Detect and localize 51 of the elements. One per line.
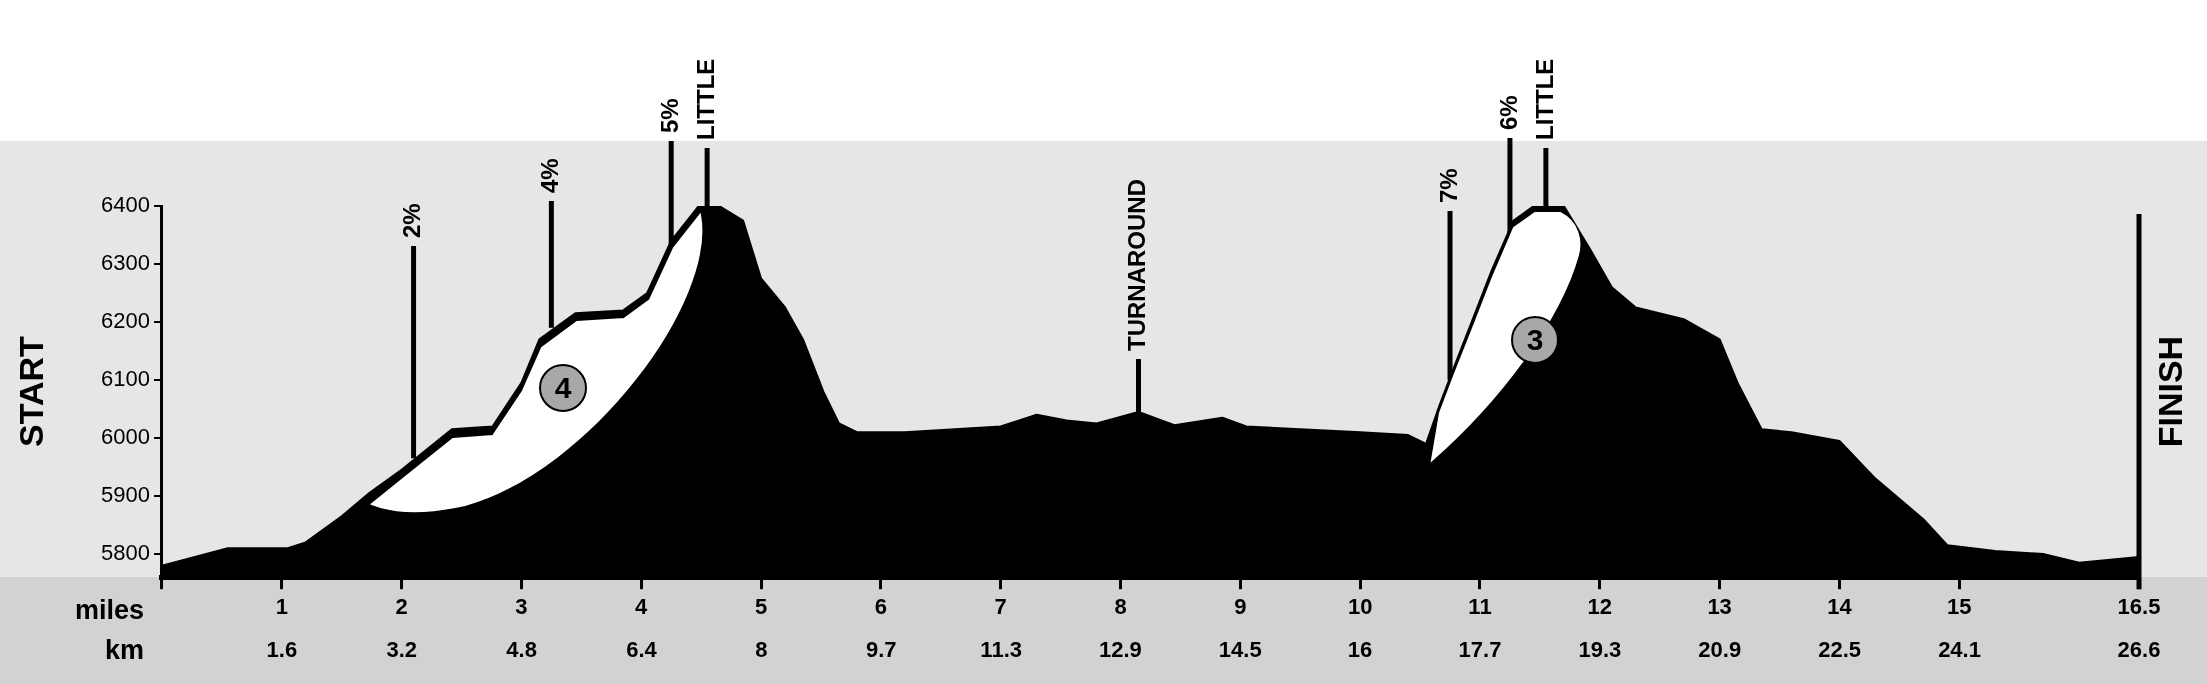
x2-tick-label: 8: [755, 636, 768, 662]
annotation: 4%: [535, 158, 563, 193]
x2-tick-label: 3.2: [386, 636, 418, 662]
annotation: 5%: [655, 98, 683, 133]
x2-tick-label: 17.7: [1458, 636, 1502, 662]
y-tick-label: 6300: [100, 250, 150, 276]
x-tick-label: 14: [1827, 594, 1853, 620]
x2-tick-label: 11.3: [980, 636, 1022, 662]
y-tick-label: 5800: [100, 540, 150, 566]
ref-line-label: FINISH: [2151, 335, 2190, 448]
x-tick-label: 16.5: [2117, 594, 2161, 620]
x-tick-label: 15: [1947, 594, 1972, 620]
x-tick-label: 13: [1707, 594, 1732, 620]
x2-tick-label: 19.3: [1578, 636, 1622, 662]
x2-tick-label: 26.6: [2117, 636, 2161, 662]
annotation: 7%: [1434, 168, 1462, 203]
x-tick-label: 9: [1234, 594, 1247, 620]
y-tick-label: 5900: [100, 482, 150, 508]
x-tick-label: 7: [994, 594, 1007, 620]
x2-tick-label: 14.5: [1218, 636, 1262, 662]
x-axis-title: miles: [74, 594, 144, 625]
x2-tick-label: 1.6: [266, 636, 298, 662]
x2-tick-label: 20.9: [1698, 636, 1742, 662]
x2-tick-label: 6.4: [626, 636, 658, 662]
text: START: [12, 335, 51, 448]
x-tick-label: 6: [874, 594, 887, 620]
x2-tick-label: 9.7: [865, 636, 897, 662]
x2-tick-label: 22.5: [1818, 636, 1862, 662]
x-tick-label: 3: [515, 594, 528, 620]
x-tick-label: 1: [275, 594, 288, 620]
y-tick-label: 6200: [100, 308, 150, 334]
x2-axis-title: km: [104, 635, 144, 666]
y-tick-label: 6000: [100, 424, 150, 450]
x2-tick-label: 16: [1347, 636, 1373, 662]
y-tick-label: 6100: [100, 366, 150, 392]
y-tick-label: 6400: [100, 192, 150, 218]
x-tick-label: 2: [395, 594, 408, 620]
x-tick-label: 12: [1587, 594, 1613, 620]
x-tick-label: 4: [635, 594, 649, 620]
x-tick-label: 8: [1114, 594, 1127, 620]
x2-tick-label: 24.1: [1938, 636, 1981, 662]
x-tick-label: 5: [754, 594, 768, 620]
annotation: TURNAROUND: [1123, 179, 1151, 351]
x2-tick-label: 12.9: [1098, 636, 1142, 662]
annotation: LITTLE: [691, 58, 719, 140]
x-tick-label: 11: [1468, 594, 1492, 620]
annotation: LITTLE: [1530, 58, 1558, 140]
x2-tick-label: 4.8: [506, 636, 537, 662]
annotation: 6%: [1494, 95, 1522, 130]
annotation: 2%: [398, 203, 426, 238]
x-tick-label: 10: [1347, 594, 1373, 620]
